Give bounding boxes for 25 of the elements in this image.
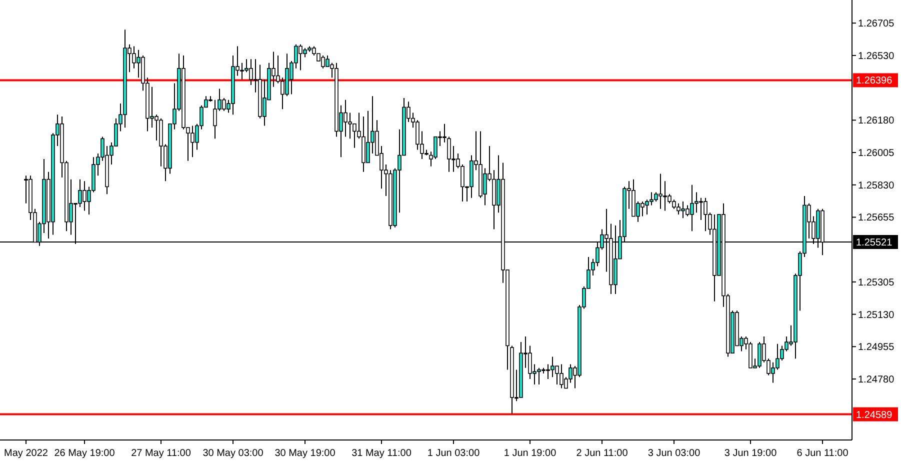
y-tick-label: 1.25305 xyxy=(858,277,895,288)
x-tick-label: 1 Jun 03:00 xyxy=(427,448,480,459)
x-tick-label: 6 Jun 11:00 xyxy=(796,448,849,459)
y-tick-label: 1.26530 xyxy=(858,50,895,62)
x-tick-label: 27 May 11:00 xyxy=(131,448,192,459)
x-tick-label: 30 May 03:00 xyxy=(202,448,264,459)
ref-line-label: 1.24589 xyxy=(856,410,893,421)
x-tick-label: May 2022 xyxy=(4,448,48,459)
x-tick-label: 26 May 19:00 xyxy=(54,448,116,459)
x-tick-label: 30 May 19:00 xyxy=(274,448,336,459)
x-tick-label: 3 Jun 03:00 xyxy=(648,448,701,459)
y-tick-label: 1.24955 xyxy=(858,342,895,354)
x-tick-label: 31 May 11:00 xyxy=(352,448,412,459)
x-tick-label: 2 Jun 11:00 xyxy=(576,448,628,459)
ref-line-label: 1.25521 xyxy=(856,238,893,248)
y-tick-label: 1.24780 xyxy=(858,374,895,386)
x-tick-label: 1 Jun 19:00 xyxy=(504,448,557,459)
y-tick-label: 1.26705 xyxy=(858,18,895,30)
y-tick-label: 1.25655 xyxy=(858,212,895,224)
y-tick-label: 1.26005 xyxy=(858,148,895,160)
y-tick-label: 1.25130 xyxy=(858,310,895,321)
x-tick-label: 3 Jun 19:00 xyxy=(724,448,778,459)
y-tick-label: 1.26180 xyxy=(858,116,895,127)
y-tick-label: 1.25830 xyxy=(858,180,895,192)
ref-line-label: 1.26396 xyxy=(856,76,893,87)
